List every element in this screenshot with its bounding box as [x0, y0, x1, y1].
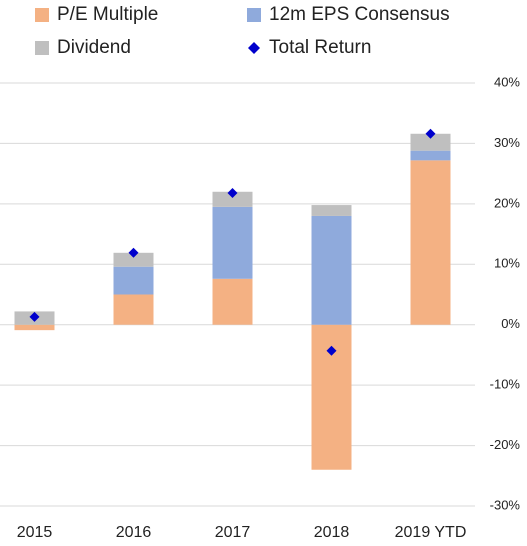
- y-tick-label: 0%: [501, 316, 520, 331]
- bar-segment: [410, 160, 451, 325]
- bar-segment: [410, 150, 451, 161]
- legend-label: P/E Multiple: [57, 4, 158, 25]
- bar-segment: [113, 266, 154, 295]
- bar-segment: [212, 191, 253, 207]
- y-tick-label: 40%: [494, 74, 520, 89]
- x-tick-label: 2016: [116, 524, 152, 541]
- total-return-marker: [227, 187, 238, 198]
- total-return-marker: [425, 128, 436, 139]
- bar-segment: [14, 324, 55, 331]
- x-tick-label: 2018: [314, 524, 350, 541]
- y-tick-label: -20%: [490, 437, 521, 452]
- legend-swatch: [35, 41, 49, 55]
- legend-swatch: [35, 8, 49, 22]
- legend-label: 12m EPS Consensus: [269, 4, 450, 25]
- x-tick-label: 2019 YTD: [395, 524, 467, 541]
- y-tick-label: -10%: [490, 377, 521, 392]
- total-return-marker: [29, 311, 40, 322]
- legend-label: Total Return: [269, 37, 371, 58]
- bar-segment: [311, 205, 352, 216]
- bar-segment: [311, 215, 352, 325]
- y-tick-label: -30%: [490, 497, 521, 512]
- total-return-marker: [128, 247, 139, 258]
- bar-segment: [212, 206, 253, 279]
- total-return-marker: [326, 345, 337, 356]
- bar-segment: [113, 294, 154, 325]
- x-tick-label: 2017: [215, 524, 251, 541]
- bar-segment: [410, 133, 451, 151]
- x-tick-label: 2015: [17, 524, 53, 541]
- legend-label: Dividend: [57, 37, 131, 58]
- y-tick-label: 10%: [494, 256, 520, 271]
- bar-segment: [212, 278, 253, 325]
- bar-segment: [113, 252, 154, 267]
- y-tick-label: 20%: [494, 195, 520, 210]
- legend-marker: [248, 42, 260, 54]
- legend-swatch: [247, 8, 261, 22]
- y-tick-label: 30%: [494, 135, 520, 150]
